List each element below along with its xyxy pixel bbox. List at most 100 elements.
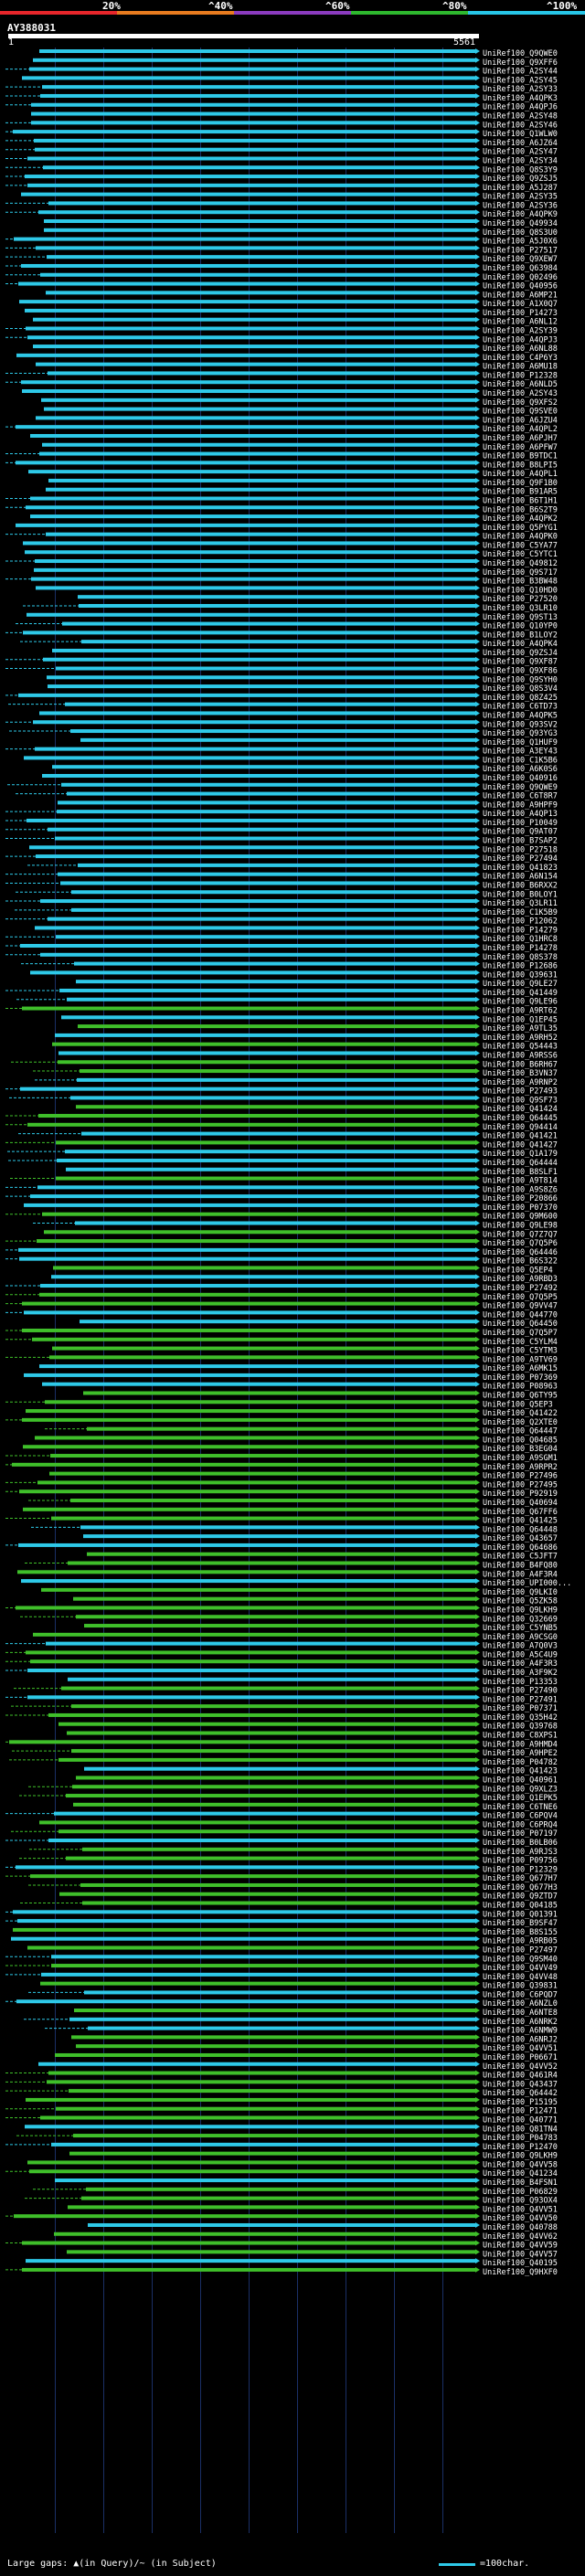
- hit-label[interactable]: UniRef100_A6NL88: [483, 345, 558, 354]
- hit-bar[interactable]: [61, 782, 475, 787]
- hit-label[interactable]: UniRef100_A2SY34: [483, 156, 558, 165]
- hit-label[interactable]: UniRef100_A2SY39: [483, 326, 558, 335]
- hit-bar[interactable]: [18, 693, 475, 697]
- hit-bar[interactable]: [76, 1105, 475, 1109]
- hit-label[interactable]: UniRef100_C6PQD7: [483, 1990, 558, 1999]
- hit-bar[interactable]: [42, 773, 475, 778]
- hit-label[interactable]: UniRef100_C6PQV4: [483, 1812, 558, 1821]
- hit-bar[interactable]: [22, 2267, 475, 2272]
- hit-label[interactable]: UniRef100_Q9SYH0: [483, 675, 558, 684]
- hit-label[interactable]: UniRef100_Q7Z7Q7: [483, 1230, 558, 1239]
- hit-label[interactable]: UniRef100_A9RB05: [483, 1937, 558, 1946]
- hit-bar[interactable]: [12, 1462, 475, 1467]
- hit-label[interactable]: UniRef100_Q10HD0: [483, 586, 558, 595]
- hit-label[interactable]: UniRef100_B91AR5: [483, 488, 558, 497]
- hit-bar[interactable]: [42, 85, 475, 90]
- hit-bar[interactable]: [17, 1919, 475, 1924]
- hit-label[interactable]: UniRef100_Q40961: [483, 1776, 558, 1785]
- hit-label[interactable]: UniRef100_C5YLM4: [483, 1338, 558, 1347]
- hit-label[interactable]: UniRef100_P14273: [483, 309, 558, 318]
- hit-label[interactable]: UniRef100_Q41823: [483, 864, 558, 873]
- hit-label[interactable]: UniRef100_Q02496: [483, 273, 558, 282]
- hit-bar[interactable]: [42, 442, 475, 447]
- hit-bar[interactable]: [80, 737, 475, 742]
- hit-label[interactable]: UniRef100_Q40788: [483, 2223, 558, 2232]
- hit-label[interactable]: UniRef100_A2SY36: [483, 201, 558, 210]
- hit-label[interactable]: UniRef100_C5YTM3: [483, 1347, 558, 1356]
- hit-label[interactable]: UniRef100_C6T8R7: [483, 792, 558, 801]
- hit-bar[interactable]: [54, 1811, 475, 1816]
- hit-label[interactable]: UniRef100_Q64444: [483, 1159, 558, 1168]
- hit-bar[interactable]: [13, 1927, 475, 1932]
- hit-bar[interactable]: [30, 1659, 475, 1664]
- hit-label[interactable]: UniRef100_A4QP13: [483, 810, 558, 819]
- hit-label[interactable]: UniRef100_Q4VV59: [483, 2242, 558, 2251]
- hit-label[interactable]: UniRef100_A6MU18: [483, 363, 558, 372]
- hit-label[interactable]: UniRef100_Q64686: [483, 1543, 558, 1553]
- hit-bar[interactable]: [41, 1972, 475, 1977]
- hit-bar[interactable]: [21, 192, 475, 196]
- hit-label[interactable]: UniRef100_A9SGM1: [483, 1454, 558, 1463]
- hit-bar[interactable]: [56, 935, 475, 939]
- hit-label[interactable]: UniRef100_P92919: [483, 1489, 558, 1499]
- hit-bar[interactable]: [56, 666, 475, 671]
- hit-label[interactable]: UniRef100_Q39631: [483, 970, 558, 980]
- hit-label[interactable]: UniRef100_Q39768: [483, 1723, 558, 1732]
- hit-bar[interactable]: [81, 1131, 475, 1136]
- hit-label[interactable]: UniRef100_P15195: [483, 2098, 558, 2107]
- hit-bar[interactable]: [48, 201, 475, 206]
- hit-bar[interactable]: [40, 1284, 475, 1288]
- hit-label[interactable]: UniRef100_Q04685: [483, 1436, 558, 1445]
- hit-bar[interactable]: [76, 980, 475, 984]
- hit-label[interactable]: UniRef100_Q67FF6: [483, 1508, 558, 1517]
- hit-bar[interactable]: [18, 1542, 475, 1547]
- hit-label[interactable]: UniRef100_B3EG04: [483, 1445, 558, 1454]
- hit-label[interactable]: UniRef100_P12471: [483, 2107, 558, 2116]
- hit-bar[interactable]: [33, 1632, 475, 1637]
- hit-label[interactable]: UniRef100_UPI000...: [483, 1579, 571, 1588]
- hit-bar[interactable]: [77, 1077, 475, 1082]
- hit-label[interactable]: UniRef100_Q9XF86: [483, 667, 558, 676]
- hit-label[interactable]: UniRef100_A6PFW7: [483, 443, 558, 452]
- hit-label[interactable]: UniRef100_Q41449: [483, 989, 558, 998]
- hit-label[interactable]: UniRef100_A3EY43: [483, 747, 558, 757]
- hit-label[interactable]: UniRef100_A5J287: [483, 184, 558, 193]
- hit-label[interactable]: UniRef100_Q677H7: [483, 1874, 558, 1883]
- hit-label[interactable]: UniRef100_Q1HRC8: [483, 935, 558, 944]
- hit-label[interactable]: UniRef100_Q64445: [483, 1114, 558, 1123]
- hit-label[interactable]: UniRef100_Q461R4: [483, 2072, 558, 2081]
- hit-bar[interactable]: [29, 2169, 475, 2174]
- hit-label[interactable]: UniRef100_Q9SVE0: [483, 408, 558, 417]
- hit-label[interactable]: UniRef100_P14279: [483, 926, 558, 935]
- hit-label[interactable]: UniRef100_A2SY45: [483, 76, 558, 85]
- hit-bar[interactable]: [76, 2044, 475, 2049]
- hit-bar[interactable]: [22, 1301, 475, 1306]
- hit-label[interactable]: UniRef100_Q1HUF9: [483, 738, 558, 747]
- hit-label[interactable]: UniRef100_P09756: [483, 1857, 558, 1866]
- hit-label[interactable]: UniRef100_Q1EPK5: [483, 1794, 558, 1803]
- hit-bar[interactable]: [58, 1757, 475, 1762]
- hit-label[interactable]: UniRef100_A4QPK4: [483, 640, 558, 649]
- hit-bar[interactable]: [46, 487, 475, 492]
- hit-bar[interactable]: [26, 505, 475, 510]
- hit-label[interactable]: UniRef100_Q9XFS2: [483, 398, 558, 408]
- hit-bar[interactable]: [78, 863, 475, 867]
- hit-bar[interactable]: [35, 147, 475, 152]
- hit-label[interactable]: UniRef100_Q5EP4: [483, 1266, 553, 1275]
- hit-bar[interactable]: [76, 1615, 475, 1619]
- hit-bar[interactable]: [73, 1596, 475, 1601]
- hit-bar[interactable]: [80, 1882, 475, 1887]
- hit-bar[interactable]: [49, 1471, 475, 1476]
- hit-label[interactable]: UniRef100_A2SY48: [483, 112, 558, 122]
- hit-bar[interactable]: [66, 1167, 475, 1171]
- hit-label[interactable]: UniRef100_Q5PYG1: [483, 524, 558, 533]
- hit-bar[interactable]: [30, 496, 475, 501]
- hit-label[interactable]: UniRef100_P07371: [483, 1704, 558, 1713]
- hit-bar[interactable]: [37, 1480, 475, 1485]
- hit-label[interactable]: UniRef100_P27494: [483, 854, 558, 864]
- hit-label[interactable]: UniRef100_A4F3R3: [483, 1659, 558, 1669]
- hit-label[interactable]: UniRef100_Q3LR11: [483, 899, 558, 908]
- hit-bar[interactable]: [22, 1417, 475, 1422]
- hit-bar[interactable]: [25, 550, 475, 555]
- hit-bar[interactable]: [26, 2097, 475, 2102]
